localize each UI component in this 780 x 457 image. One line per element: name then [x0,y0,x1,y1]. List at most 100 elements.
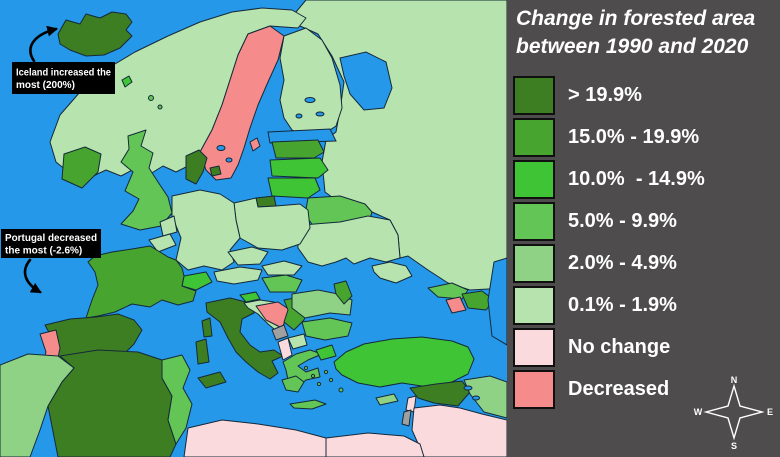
country-italy [205,297,284,380]
legend-swatch-2-4 [513,244,555,283]
country-hungary [261,274,303,293]
country-belgium [148,233,177,253]
finnish-lake-1 [304,97,316,103]
country-ukraine [297,215,401,267]
country-montenegro [271,324,289,341]
legend-swatch-15-19 [513,118,555,157]
country-estonia [271,139,325,159]
aegean-island-1 [303,365,309,371]
country-denmark [185,149,208,185]
legend-label: 5.0% - 9.9% [568,210,677,232]
country-tunisia [161,354,193,445]
europe-map-svg: Iceland increased the most (200%) Portug… [0,0,508,457]
lake-vanern [216,145,226,151]
legend-label: Decreased [568,378,670,400]
country-faroe-islands [121,75,133,88]
country-sicily [197,371,227,389]
gulf-of-finland [267,128,337,144]
country-moldova [333,280,353,305]
country-kaliningrad [255,195,277,208]
compass-w: W [694,407,703,417]
iceland-annotation-line2: most (200%) [16,80,75,91]
country-iceland [57,11,133,57]
aegean-island-2 [310,373,316,379]
legend-panel: Change in forested area between 1990 and… [507,0,780,457]
country-israel [401,409,412,427]
europe-map: Iceland increased the most (200%) Portug… [0,0,508,457]
legend-item: 2.0% - 4.9% [513,244,705,283]
country-greece-peloponnese [281,375,305,393]
compass-star-icon [703,383,765,441]
country-crimea [371,261,413,284]
compass-e: E [767,407,773,417]
country-armenia [445,296,467,314]
country-orkney [157,104,163,110]
country-albania [277,337,293,361]
country-romania [291,289,353,319]
caspian-sea [487,257,508,346]
map-title-line2: between 1990 and 2020 [516,35,749,58]
compass-rose: N E S W [694,375,773,451]
iceland-annotation-box [12,62,115,94]
legend-swatch-decreased [513,370,555,409]
country-sardinia [195,338,210,365]
aegean-island-3 [316,381,322,387]
portugal-annotation-line2: the most (-2.6%) [5,246,82,257]
country-lithuania [267,177,321,199]
portugal-arrow [23,258,42,294]
country-libya [183,419,327,457]
finnish-lake-3 [295,113,303,119]
legend-label: No change [568,336,671,358]
portugal-annotation-box [1,229,101,258]
country-corsica [201,317,213,338]
country-latvia [269,157,329,179]
compass-n: N [731,375,738,385]
legend-item: 5.0% - 9.9% [513,202,705,241]
country-austria [213,266,263,285]
legend-swatch-10-14 [513,160,555,199]
country-denmark-zealand [209,165,222,177]
country-morocco [0,353,75,457]
compass-s: S [731,441,737,451]
country-sweden [199,25,285,181]
aegean-island-rhodes [338,387,344,393]
country-united-kingdom [120,129,173,231]
legend-label: > 19.9% [568,84,642,106]
legend-item: 0.1% - 1.9% [513,286,705,325]
legend-swatch-5-9 [513,202,555,241]
aegean-island-4 [323,369,329,375]
country-czechia [227,246,269,266]
legend-item: No change [513,328,705,367]
country-france [85,245,197,319]
country-netherlands [159,215,178,237]
lake-vattern [225,157,233,163]
annotation-portugal: Portugal decreased the most (-2.6%) [1,229,101,294]
map-title: Change in forested area between 1990 and… [516,5,776,61]
legend: > 19.9% 15.0% - 19.9% 10.0% - 14.9% 5.0%… [513,76,705,412]
country-greece-crete [289,399,327,410]
aegean-island-5 [328,377,334,383]
legend-swatch-01-19 [513,286,555,325]
legend-item: 10.0% - 14.9% [513,160,705,199]
country-turkey [333,336,475,388]
country-bulgaria [301,317,353,341]
country-turkey-thrace [315,344,337,361]
country-egypt [325,432,425,457]
country-shetland [148,95,154,101]
iceland-arrow [29,25,59,63]
country-ireland [61,146,102,189]
white-sea [339,51,393,111]
legend-swatch-no-change [513,328,555,367]
country-cyprus [375,393,399,406]
iraq-lake-1 [463,385,473,391]
country-slovakia [261,260,303,276]
country-gotland [249,137,261,152]
iraq-lake-2 [472,395,480,401]
map-title-line1: Change in forested area [516,7,756,30]
country-syria [409,380,471,407]
legend-label: 2.0% - 4.9% [568,252,677,274]
iceland-annotation-line1: Iceland increased the [16,68,111,79]
country-slovenia [239,291,261,303]
legend-item: 15.0% - 19.9% [513,118,705,157]
